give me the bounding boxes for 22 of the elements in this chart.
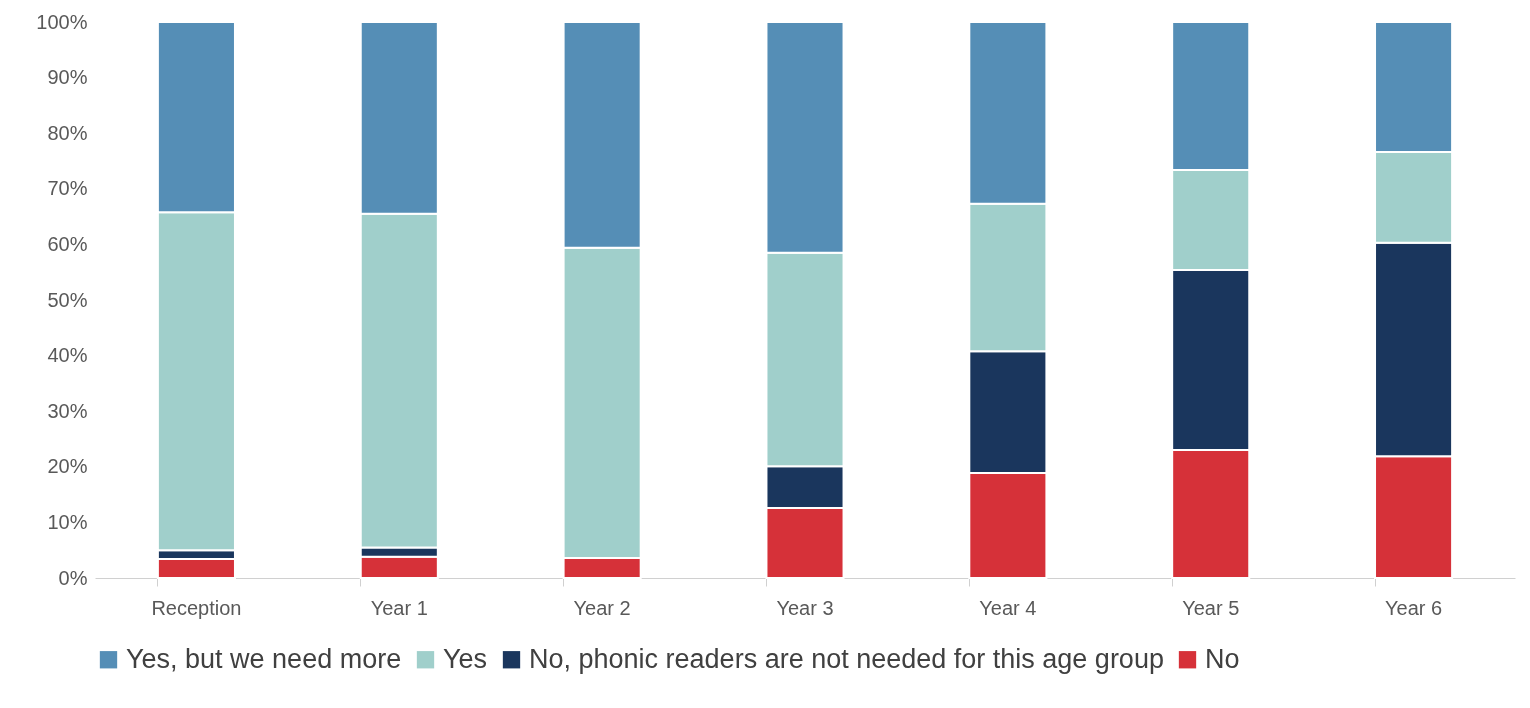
x-tick-label: Reception [151,596,242,619]
y-tick-label: 80% [47,121,88,144]
legend-label: No, phonic readers are not needed for this age group [529,643,1164,674]
x-tick-label: Year 1 [370,596,428,619]
x-tick-label: Year 6 [1385,596,1443,619]
legend-label: No [1205,643,1240,674]
y-tick-label: 70% [47,177,88,200]
y-tick-label: 30% [47,399,88,422]
y-tick-label: 100% [36,10,88,33]
y-tick-label: 50% [47,288,88,311]
y-tick-label: 60% [47,232,88,255]
x-tick-label: Year 2 [573,596,631,619]
x-tick-label: Year 3 [776,596,834,619]
y-tick-label: 10% [47,510,88,533]
y-tick-label: 40% [47,344,88,367]
y-tick-label: 0% [58,566,88,589]
y-tick-label: 20% [47,455,88,478]
x-tick-label: Year 4 [979,596,1037,619]
legend-label: Yes [443,643,488,674]
x-tick-label: Year 5 [1182,596,1240,619]
legend-label: Yes, but we need more [126,643,402,674]
y-tick-label: 90% [47,66,88,89]
